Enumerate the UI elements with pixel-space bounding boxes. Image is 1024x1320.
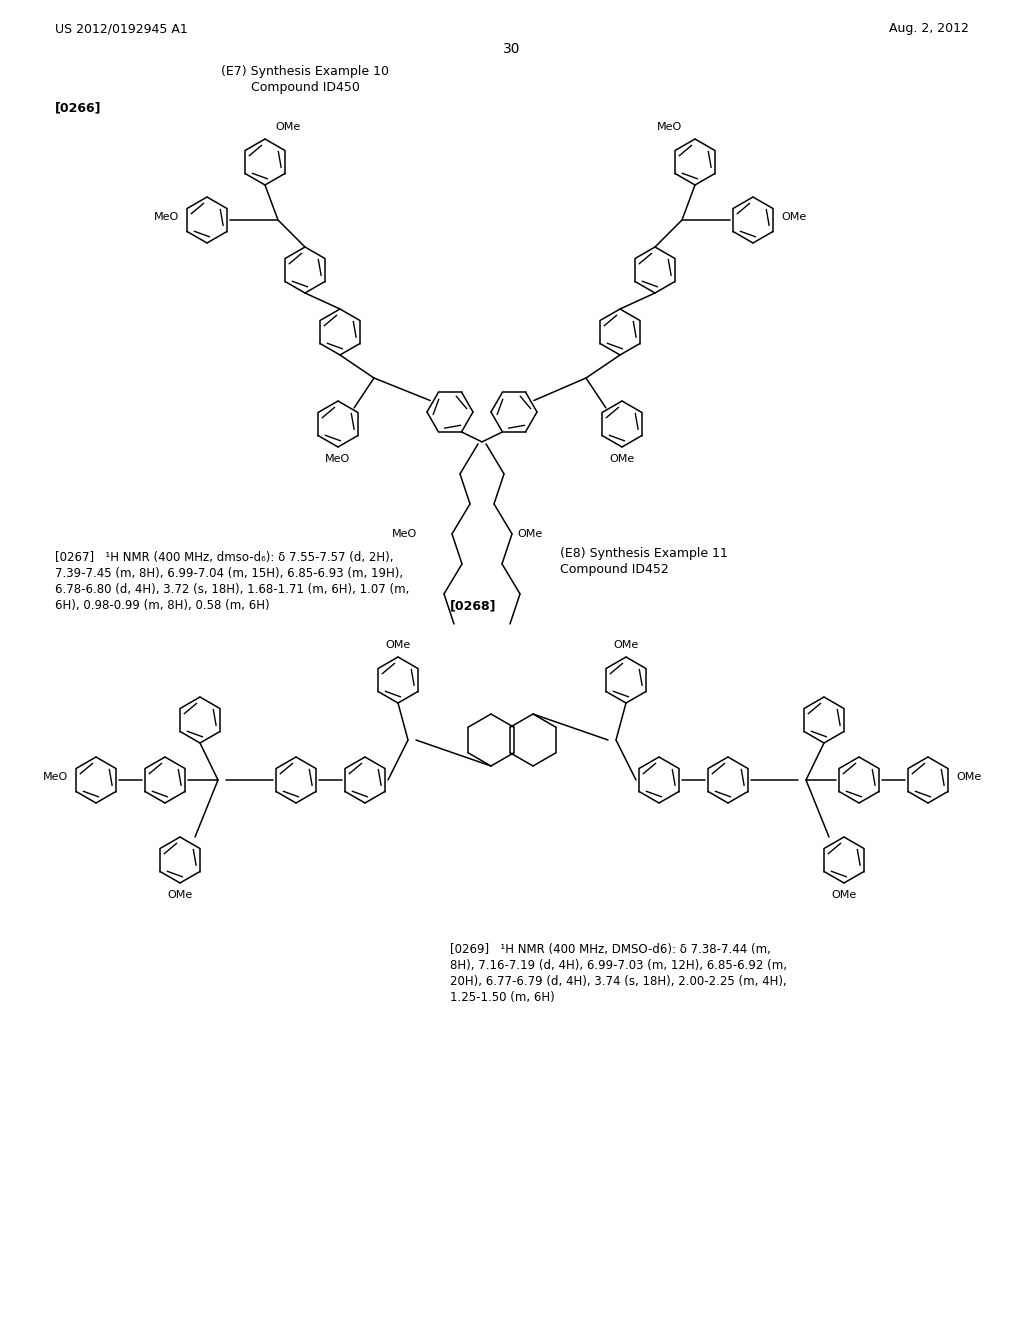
Text: Compound ID450: Compound ID450: [251, 82, 359, 95]
Text: 20H), 6.77-6.79 (d, 4H), 3.74 (s, 18H), 2.00-2.25 (m, 4H),: 20H), 6.77-6.79 (d, 4H), 3.74 (s, 18H), …: [450, 975, 786, 989]
Text: OMe: OMe: [609, 454, 635, 465]
Text: 6.78-6.80 (d, 4H), 3.72 (s, 18H), 1.68-1.71 (m, 6H), 1.07 (m,: 6.78-6.80 (d, 4H), 3.72 (s, 18H), 1.68-1…: [55, 583, 410, 597]
Text: OMe: OMe: [781, 213, 806, 222]
Text: Compound ID452: Compound ID452: [560, 564, 669, 577]
Text: [0267]   ¹H NMR (400 MHz, dmso-d₆): δ 7.55-7.57 (d, 2H),: [0267] ¹H NMR (400 MHz, dmso-d₆): δ 7.55…: [55, 552, 393, 565]
Text: MeO: MeO: [43, 772, 68, 781]
Text: OMe: OMe: [385, 640, 411, 649]
Text: OMe: OMe: [167, 890, 193, 900]
Text: 8H), 7.16-7.19 (d, 4H), 6.99-7.03 (m, 12H), 6.85-6.92 (m,: 8H), 7.16-7.19 (d, 4H), 6.99-7.03 (m, 12…: [450, 960, 787, 973]
Text: (E7) Synthesis Example 10: (E7) Synthesis Example 10: [221, 66, 389, 78]
Text: OMe: OMe: [517, 529, 543, 539]
Text: 30: 30: [503, 42, 521, 55]
Text: MeO: MeO: [392, 529, 417, 539]
Text: MeO: MeO: [657, 121, 682, 132]
Text: 7.39-7.45 (m, 8H), 6.99-7.04 (m, 15H), 6.85-6.93 (m, 19H),: 7.39-7.45 (m, 8H), 6.99-7.04 (m, 15H), 6…: [55, 568, 403, 581]
Text: 6H), 0.98-0.99 (m, 8H), 0.58 (m, 6H): 6H), 0.98-0.99 (m, 8H), 0.58 (m, 6H): [55, 599, 269, 612]
Text: Aug. 2, 2012: Aug. 2, 2012: [889, 22, 969, 36]
Text: OMe: OMe: [831, 890, 857, 900]
Text: MeO: MeO: [326, 454, 350, 465]
Text: 1.25-1.50 (m, 6H): 1.25-1.50 (m, 6H): [450, 991, 555, 1005]
Text: [0269]   ¹H NMR (400 MHz, DMSO-d6): δ 7.38-7.44 (m,: [0269] ¹H NMR (400 MHz, DMSO-d6): δ 7.38…: [450, 944, 771, 957]
Text: (E8) Synthesis Example 11: (E8) Synthesis Example 11: [560, 546, 728, 560]
Text: MeO: MeO: [154, 213, 179, 222]
Text: [0268]: [0268]: [450, 599, 497, 612]
Text: [0266]: [0266]: [55, 102, 101, 115]
Text: OMe: OMe: [956, 772, 981, 781]
Text: OMe: OMe: [275, 121, 300, 132]
Text: OMe: OMe: [613, 640, 639, 649]
Text: US 2012/0192945 A1: US 2012/0192945 A1: [55, 22, 187, 36]
